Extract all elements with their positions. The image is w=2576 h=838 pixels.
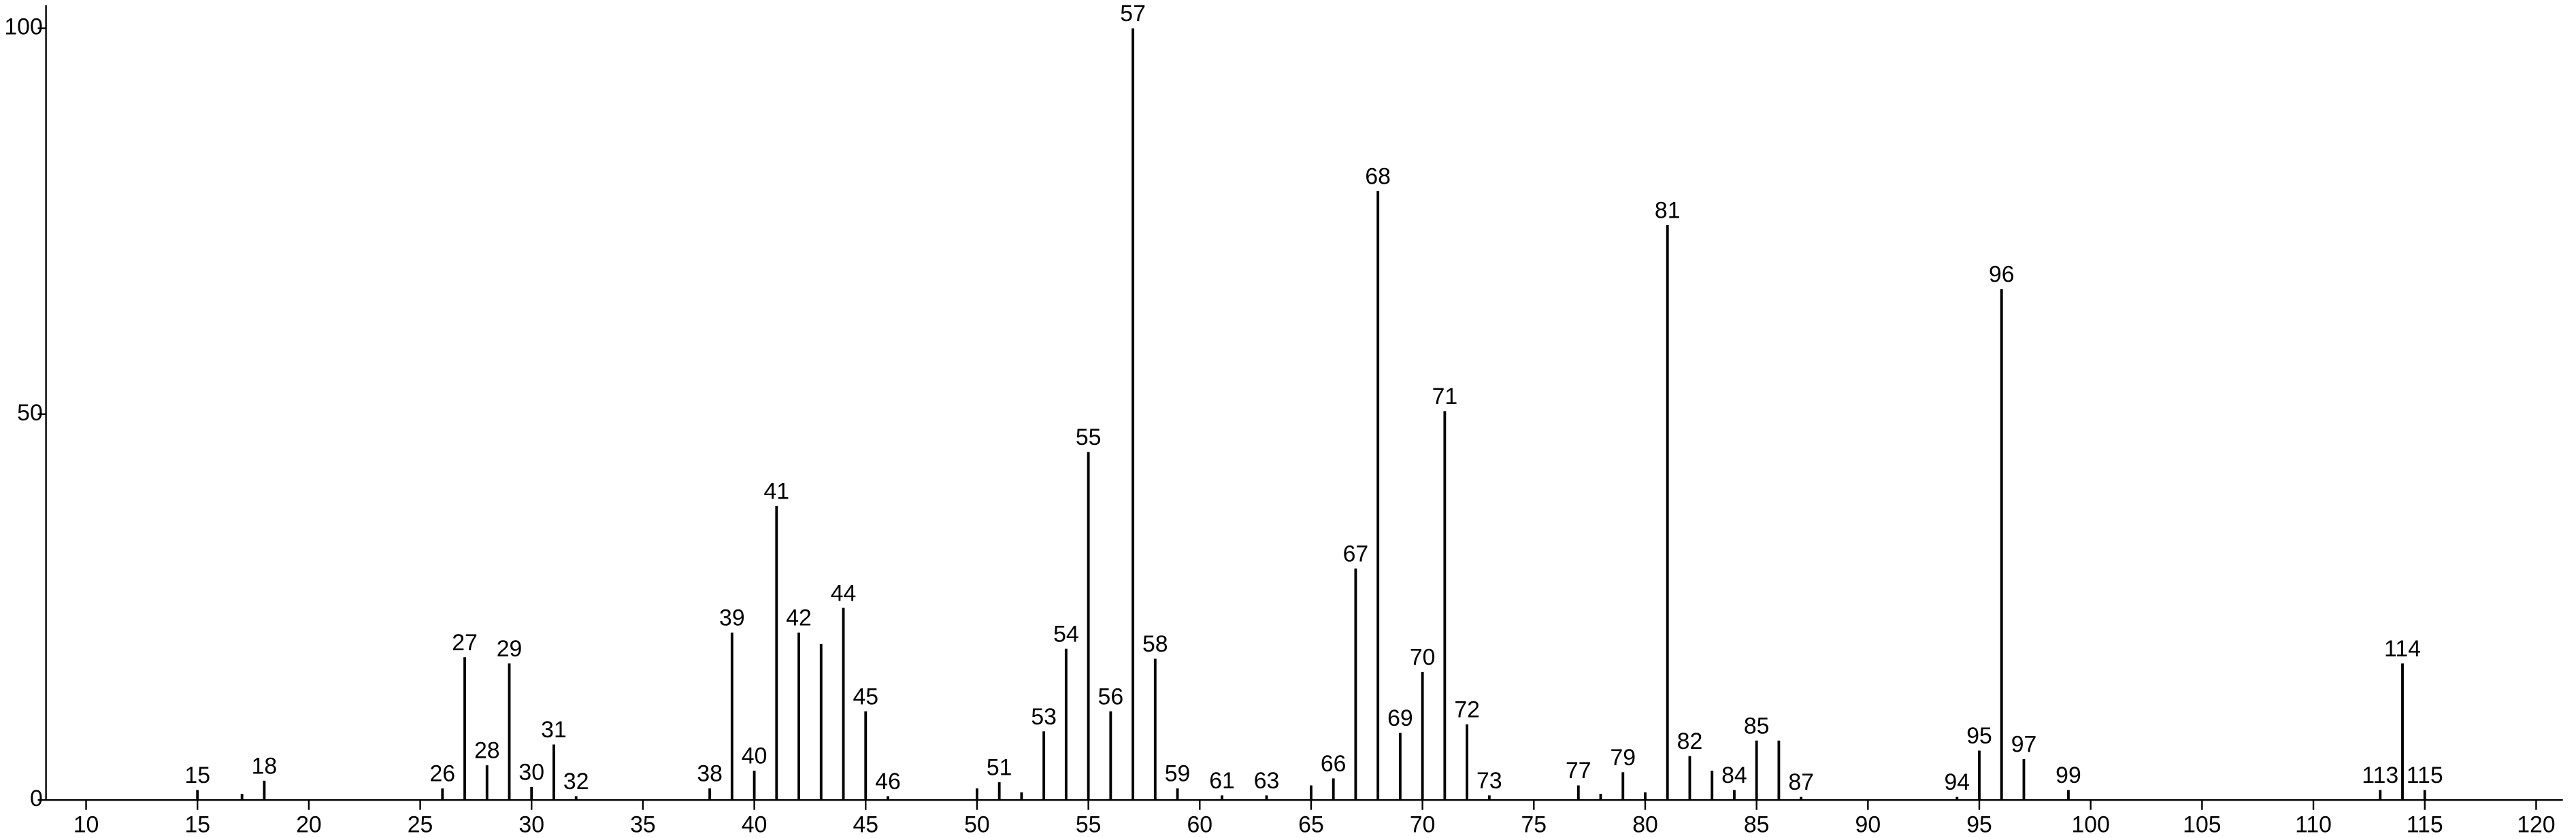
peak-label: 46	[875, 769, 901, 794]
peak-label: 96	[1989, 262, 2015, 288]
x-tick-label: 95	[1966, 812, 1992, 838]
peak-label: 32	[563, 769, 589, 794]
peak-label: 114	[2384, 636, 2421, 662]
x-tick-label: 15	[184, 812, 210, 838]
x-tick-label: 40	[742, 812, 767, 838]
peak-label: 31	[541, 717, 567, 743]
peak-label: 94	[1944, 769, 1970, 795]
peak-label: 45	[853, 684, 878, 709]
peak-label: 85	[1744, 713, 1770, 739]
y-tick-label: 0	[30, 786, 43, 811]
peak-label: 68	[1365, 164, 1391, 190]
peak-label: 84	[1721, 762, 1747, 788]
peak-label: 77	[1566, 758, 1591, 784]
x-tick-label: 85	[1744, 812, 1770, 838]
x-tick-label: 35	[630, 812, 656, 838]
x-tick-label: 60	[1187, 812, 1212, 838]
peak-label: 72	[1454, 697, 1480, 723]
peak-label: 18	[252, 753, 278, 779]
x-tick-label: 55	[1076, 812, 1102, 838]
x-tick-label: 65	[1298, 812, 1324, 838]
x-tick-label: 80	[1632, 812, 1658, 838]
peak-label: 41	[764, 478, 790, 504]
peak-label: 61	[1209, 768, 1235, 794]
peak-label: 15	[184, 762, 210, 788]
x-tick-label: 25	[408, 812, 433, 838]
y-tick-label: 50	[17, 400, 43, 426]
x-tick-label: 30	[518, 812, 544, 838]
peak-label: 87	[1788, 769, 1814, 795]
y-tick-label: 100	[4, 14, 42, 39]
peak-label: 113	[2362, 762, 2398, 788]
peak-label: 82	[1677, 728, 1703, 754]
x-tick-label: 70	[1410, 812, 1436, 838]
x-tick-label: 110	[2295, 812, 2332, 838]
peak-label: 38	[697, 761, 723, 787]
x-tick-label: 105	[2183, 812, 2221, 838]
peak-label: 63	[1254, 768, 1280, 794]
peak-label: 44	[831, 580, 857, 606]
peak-label: 30	[518, 759, 544, 785]
peak-label: 67	[1343, 541, 1369, 567]
peak-label: 51	[987, 755, 1012, 781]
peak-label: 115	[2407, 762, 2443, 788]
x-tick-label: 120	[2517, 812, 2555, 838]
peak-label: 73	[1476, 768, 1502, 794]
peak-label: 70	[1410, 644, 1436, 670]
peak-label: 79	[1610, 745, 1636, 771]
peak-label: 97	[2011, 732, 2037, 758]
x-tick-label: 10	[73, 812, 99, 838]
peak-label: 55	[1076, 424, 1102, 450]
peak-label: 29	[497, 636, 523, 662]
x-tick-label: 45	[853, 812, 878, 838]
peak-label: 40	[742, 743, 767, 769]
peak-label: 39	[719, 605, 745, 631]
peak-label: 53	[1031, 704, 1057, 730]
peak-label: 66	[1321, 751, 1347, 777]
peak-label: 57	[1120, 1, 1146, 27]
peak-label: 99	[2055, 762, 2081, 788]
peak-label: 27	[452, 630, 478, 656]
peak-label: 26	[429, 761, 455, 787]
peak-label: 56	[1098, 684, 1124, 709]
x-tick-label: 50	[964, 812, 990, 838]
peak-label: 95	[1966, 723, 1992, 749]
peak-label: 42	[786, 605, 812, 631]
peak-label: 54	[1053, 621, 1079, 647]
peak-label: 58	[1142, 631, 1168, 657]
peak-label: 59	[1165, 761, 1191, 787]
x-tick-label: 100	[2072, 812, 2110, 838]
peak-label: 69	[1387, 705, 1413, 731]
peak-label: 28	[474, 738, 500, 764]
x-tick-label: 90	[1855, 812, 1881, 838]
peak-label: 71	[1432, 384, 1458, 409]
peak-label: 81	[1655, 198, 1681, 224]
x-tick-label: 115	[2407, 812, 2443, 838]
x-tick-label: 20	[296, 812, 322, 838]
x-tick-label: 75	[1521, 812, 1547, 838]
